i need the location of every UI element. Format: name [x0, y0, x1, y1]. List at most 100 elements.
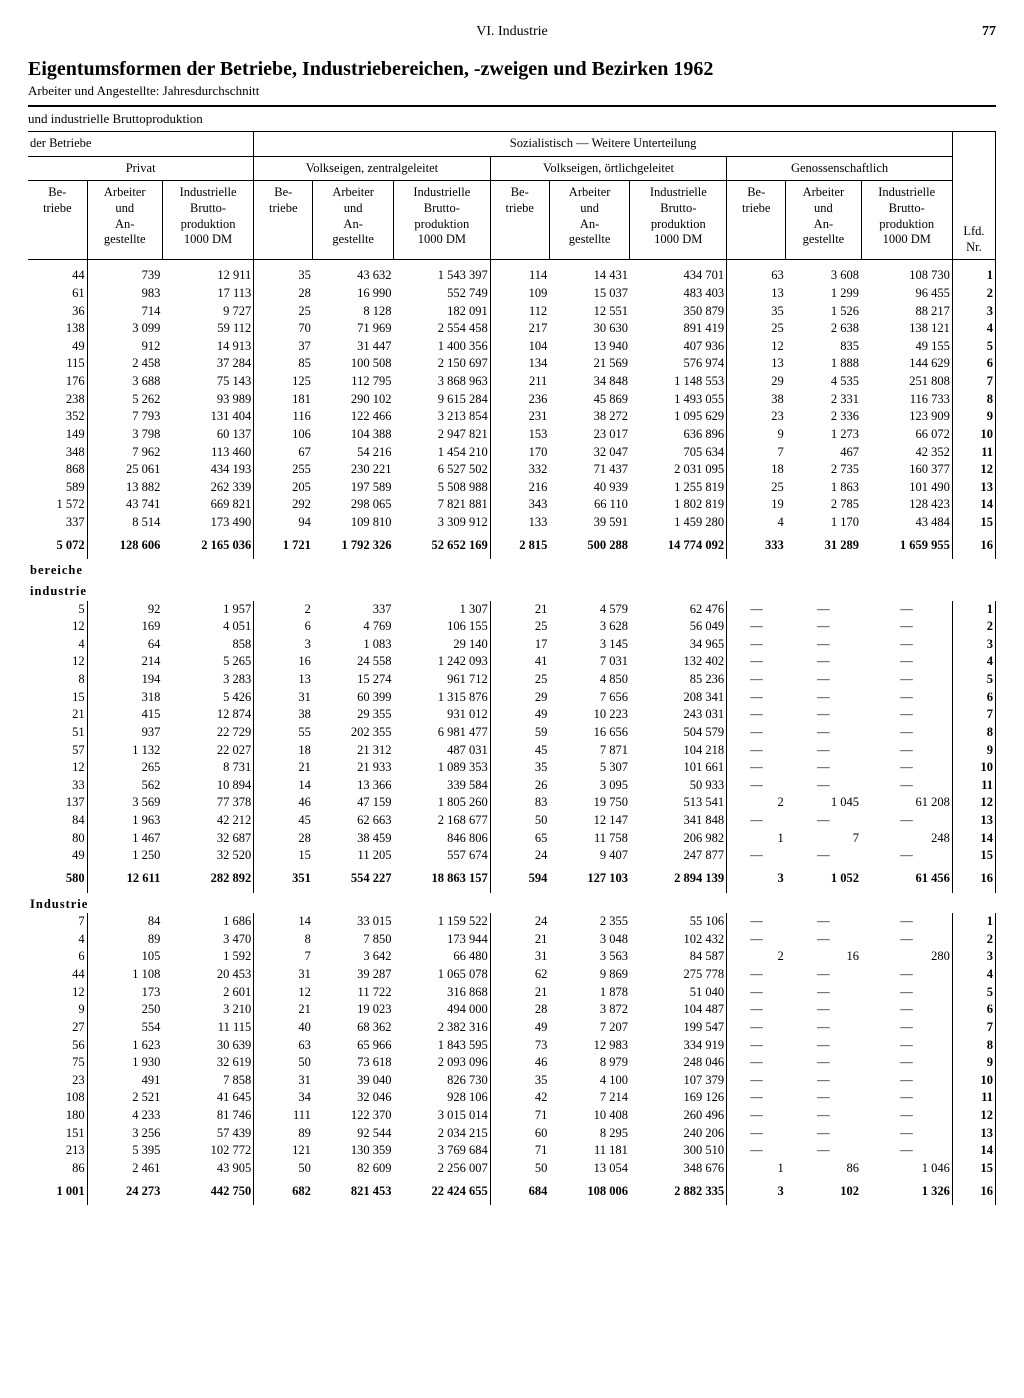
cell: 21 312 — [313, 742, 394, 760]
cell: — — [786, 1001, 861, 1019]
cell: 1 083 — [313, 636, 394, 654]
cell: 50 — [254, 1160, 313, 1178]
table-row: 1 57243 741669 821292298 0657 821 881343… — [28, 496, 996, 514]
cell: — — [727, 1142, 786, 1160]
cell: — — [727, 689, 786, 707]
cell: 7 821 881 — [393, 496, 490, 514]
cell: 1 843 595 — [393, 1037, 490, 1055]
cell: — — [786, 653, 861, 671]
cell: 208 341 — [630, 689, 727, 707]
table-row: 121694 05164 769106 155253 62856 049———2 — [28, 618, 996, 636]
section-label: bereiche — [28, 559, 996, 580]
cell: 22 027 — [162, 742, 253, 760]
col-privat: Privat — [28, 156, 254, 181]
cell: 31 289 — [786, 532, 861, 560]
cell: 24 273 — [87, 1178, 162, 1206]
cell: 1 930 — [87, 1054, 162, 1072]
cell: 18 — [727, 461, 786, 479]
cell: — — [727, 984, 786, 1002]
cell: 10 — [952, 426, 995, 444]
cell: 983 — [87, 285, 162, 303]
cell: 144 629 — [861, 355, 952, 373]
cell: 111 — [254, 1107, 313, 1125]
cell: 16 — [952, 532, 995, 560]
cell: 23 — [28, 1072, 87, 1090]
cell: 43 741 — [87, 496, 162, 514]
cell: 65 966 — [313, 1037, 394, 1055]
cell: 3 769 684 — [393, 1142, 490, 1160]
cell: 1 623 — [87, 1037, 162, 1055]
cell: 835 — [786, 338, 861, 356]
table-row: 6198317 1132816 990552 74910915 037483 4… — [28, 285, 996, 303]
cell: — — [727, 1054, 786, 1072]
cell: — — [727, 1089, 786, 1107]
cell: 1 — [952, 601, 995, 619]
cell: 3 048 — [549, 931, 630, 949]
cell: 1 659 955 — [861, 532, 952, 560]
cell: 348 — [28, 444, 87, 462]
cell: — — [786, 618, 861, 636]
cell: 500 288 — [549, 532, 630, 560]
cell: 42 212 — [162, 812, 253, 830]
table-row: 122658 7312121 9331 089 353355 307101 66… — [28, 759, 996, 777]
page-title: Eigentumsformen der Betriebe, Industrieb… — [28, 58, 996, 81]
cell: 113 460 — [162, 444, 253, 462]
cell: 13 — [254, 671, 313, 689]
cell: 8 731 — [162, 759, 253, 777]
cell: 42 — [490, 1089, 549, 1107]
cell: — — [786, 601, 861, 619]
cell: 24 558 — [313, 653, 394, 671]
cell: 3 — [727, 865, 786, 893]
cell: 1 957 — [162, 601, 253, 619]
cell: 2 031 095 — [630, 461, 727, 479]
cell: 3 — [727, 1178, 786, 1206]
cell: 334 919 — [630, 1037, 727, 1055]
cell: 16 990 — [313, 285, 394, 303]
cell: 351 — [254, 865, 313, 893]
cell: 51 040 — [630, 984, 727, 1002]
cell: 3 213 854 — [393, 408, 490, 426]
cell: 1 805 260 — [393, 794, 490, 812]
cell: 68 362 — [313, 1019, 394, 1037]
cell: 260 496 — [630, 1107, 727, 1125]
table-row: 2135 395102 772121130 3593 769 6847111 1… — [28, 1142, 996, 1160]
cell: — — [861, 1054, 952, 1072]
cell: 1 095 629 — [630, 408, 727, 426]
cell: — — [727, 706, 786, 724]
table-row: 4991214 9133731 4471 400 35610413 940407… — [28, 338, 996, 356]
cell: 19 750 — [549, 794, 630, 812]
cell: — — [786, 706, 861, 724]
cell: 25 — [490, 671, 549, 689]
cell: 580 — [28, 865, 87, 893]
cell: 20 453 — [162, 966, 253, 984]
cell: 2 256 007 — [393, 1160, 490, 1178]
cell: 169 — [87, 618, 162, 636]
cell: 8 295 — [549, 1125, 630, 1143]
cell: 6 — [952, 689, 995, 707]
cell: 292 — [254, 496, 313, 514]
cell: 7 656 — [549, 689, 630, 707]
cell: 12 874 — [162, 706, 253, 724]
cell: 35 — [254, 260, 313, 285]
cell: — — [727, 1072, 786, 1090]
col-volkso: Volkseigen, örtlichgeleitet — [490, 156, 726, 181]
table-row: 92503 2102119 023494 000283 872104 487——… — [28, 1001, 996, 1019]
page-header: VI. Industrie 77 — [28, 24, 996, 40]
cell: 60 137 — [162, 426, 253, 444]
cell: 128 423 — [861, 496, 952, 514]
cell: 2 882 335 — [630, 1178, 727, 1206]
cell: 15 — [952, 1160, 995, 1178]
table-row: 441 10820 4533139 2871 065 078629 869275… — [28, 966, 996, 984]
cell: 30 639 — [162, 1037, 253, 1055]
cell: 504 579 — [630, 724, 727, 742]
cell: 60 399 — [313, 689, 394, 707]
cell: 202 355 — [313, 724, 394, 742]
cell: 9 — [952, 1054, 995, 1072]
cell: — — [861, 984, 952, 1002]
table-row: 234917 8583139 040826 730354 100107 379—… — [28, 1072, 996, 1090]
cell: — — [786, 689, 861, 707]
cell: 7 871 — [549, 742, 630, 760]
col-betriebe: Be- triebe — [28, 181, 87, 260]
cell: 1 250 — [87, 847, 162, 865]
table-row: 121732 6011211 722316 868211 87851 040——… — [28, 984, 996, 1002]
